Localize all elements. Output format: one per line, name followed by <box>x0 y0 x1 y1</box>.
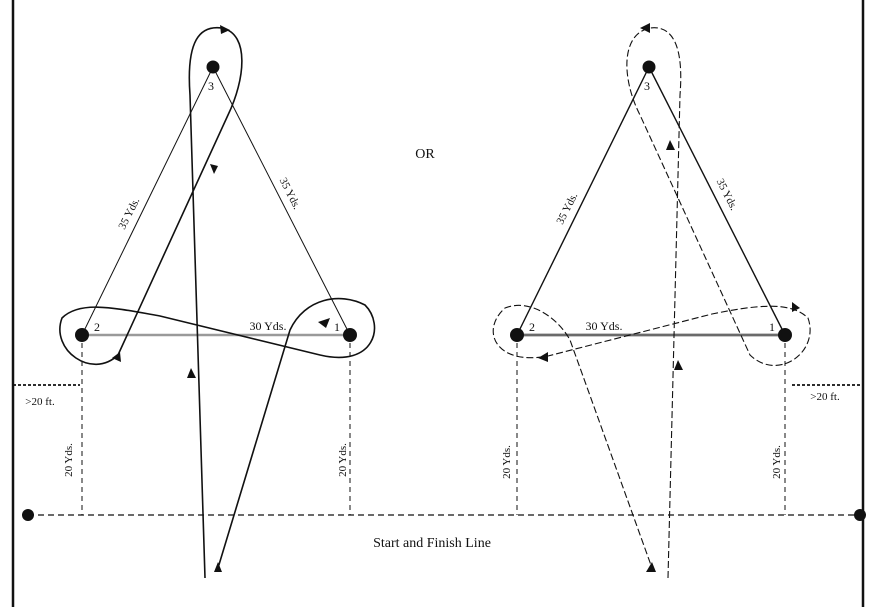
or-label: OR <box>415 147 435 162</box>
right-label-barrel2-to-line: 20 Yds. <box>501 445 513 479</box>
right-barrel-3 <box>642 60 656 74</box>
left-label-barrel1-to-line: 20 Yds. <box>337 443 349 477</box>
left-barrel-2-number: 2 <box>94 320 100 334</box>
right-triangle-side-right <box>648 66 786 336</box>
right-arrow-bottom <box>646 562 656 572</box>
right-arrow-loop1 <box>792 302 800 312</box>
right-arrow-loop2 <box>538 352 548 362</box>
left-barrel-3-number: 3 <box>208 79 214 93</box>
right-label-side-left: 35 Yds. <box>554 191 580 227</box>
left-label-side-left: 35 Yds. <box>116 196 142 232</box>
left-label-barrel2-to-line: 20 Yds. <box>63 443 75 477</box>
start-marker-left <box>22 509 34 521</box>
left-arrow-down <box>187 368 196 378</box>
right-barrel-1 <box>778 328 792 342</box>
left-label-side-right: 35 Yds. <box>277 176 303 212</box>
left-arrow-bottom <box>214 562 222 572</box>
right-horse-path <box>492 27 811 579</box>
right-pattern: 3 2 1 35 Yds. 35 Yds. 30 Yds. 20 Yds. 20… <box>492 23 863 579</box>
left-label-base: 30 Yds. <box>250 319 287 333</box>
right-barrel-3-number: 3 <box>644 79 650 93</box>
left-pattern: 3 2 1 35 Yds. 35 Yds. 30 Yds. 20 Yds. 20… <box>13 25 376 579</box>
left-barrel-3 <box>206 60 220 74</box>
left-arrow-up <box>210 164 218 174</box>
right-label-side-right: 35 Yds. <box>714 177 740 213</box>
right-triangle-side-left <box>516 66 650 336</box>
right-barrel-2 <box>510 328 524 342</box>
right-arrow-down <box>674 360 683 370</box>
right-label-barrel1-to-line: 20 Yds. <box>771 445 783 479</box>
left-arrow-loop1 <box>318 318 330 328</box>
start-finish-caption: Start and Finish Line <box>373 536 491 551</box>
left-barrel-1-number: 1 <box>334 320 340 334</box>
right-label-base: 30 Yds. <box>586 319 623 333</box>
start-marker-right <box>854 509 866 521</box>
left-arrow-loop2 <box>112 352 121 362</box>
left-barrel-2 <box>75 328 89 342</box>
left-triangle-side-right <box>212 66 351 336</box>
right-arrow-top <box>640 23 650 33</box>
left-label-fence-gap: >20 ft. <box>25 396 55 408</box>
right-barrel-2-number: 2 <box>529 320 535 334</box>
left-arrow-top <box>220 25 230 34</box>
right-barrel-1-number: 1 <box>769 320 775 334</box>
right-arrow-up <box>666 140 675 150</box>
left-horse-path <box>59 26 376 579</box>
right-label-fence-gap: >20 ft. <box>810 391 840 403</box>
left-barrel-1 <box>343 328 357 342</box>
